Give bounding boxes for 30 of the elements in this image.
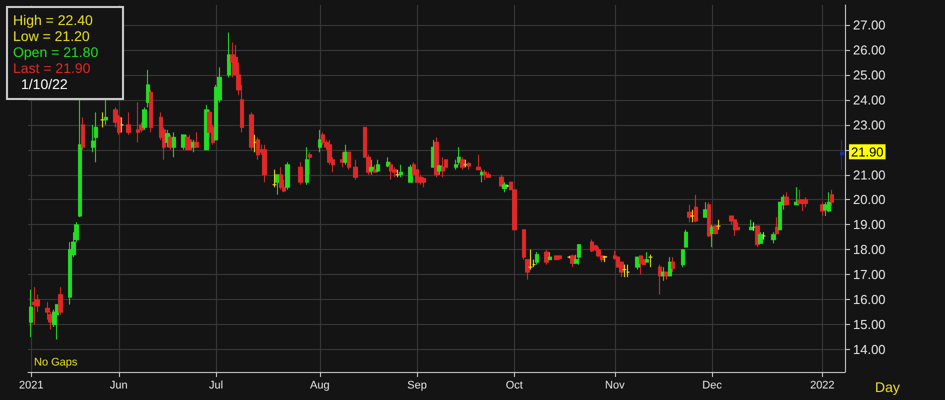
x-tick-label: Oct [506,380,523,392]
annotation: 21.90 [851,144,884,160]
y-tick-label: 18.00 [853,242,886,258]
x-tick-label: Aug [310,380,330,392]
y-tick-label: 23.00 [853,117,886,132]
x-tick-label: Jun [110,380,128,392]
y-tick-label: 25.00 [853,67,886,82]
x-tick-label: Jul [209,380,224,392]
y-tick-label: 17.00 [853,267,886,282]
x-axis-title: Day [875,379,900,395]
annotation: Low = 21.20 [13,28,90,44]
x-tick-label: Sep [407,380,427,392]
x-tick-label: 2021 [19,380,44,392]
y-tick-label: 14.00 [853,342,886,358]
annotation: High = 22.40 [13,12,93,28]
y-tick-label: 26.00 [853,42,886,58]
y-tick-label: 24.00 [853,92,886,108]
y-tick-label: 19.00 [853,217,886,232]
y-tick-label: 16.00 [853,292,886,308]
y-tick-label: 15.00 [853,317,886,332]
y-tick-label: 20.00 [853,192,886,208]
annotation: No Gaps [34,356,78,368]
y-tick-label: 21.00 [853,167,886,182]
x-tick-label: Dec [702,380,722,392]
y-tick-label: 27.00 [853,17,886,32]
annotation: Open = 21.80 [13,44,98,60]
annotation: 1/10/22 [21,76,68,92]
x-tick-label: 2022 [810,380,835,392]
x-tick-label: Nov [605,380,626,392]
annotation: Last = 21.90 [13,60,91,76]
